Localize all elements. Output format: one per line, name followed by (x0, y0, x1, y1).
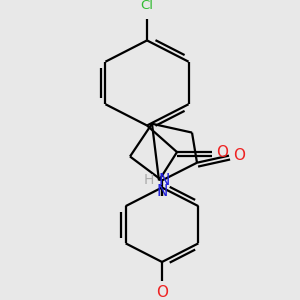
Text: N: N (156, 184, 168, 199)
Text: N: N (158, 173, 169, 188)
Text: O: O (216, 145, 228, 160)
Text: Cl: Cl (140, 0, 154, 12)
Text: O: O (156, 285, 168, 300)
Text: O: O (233, 148, 245, 163)
Text: H: H (144, 173, 154, 188)
